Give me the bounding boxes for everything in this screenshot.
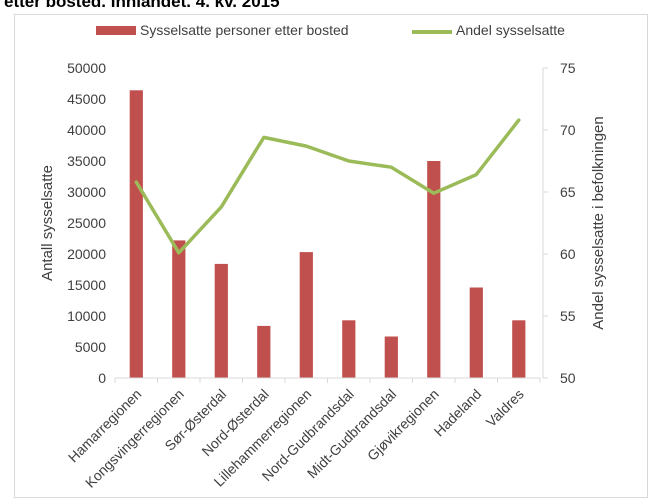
bar-sør-østerdal — [214, 263, 228, 378]
bar-valdres — [512, 320, 526, 378]
y2-tick-label: 50 — [560, 370, 576, 386]
bar-hamarregionen — [129, 90, 143, 379]
bar-series — [129, 90, 526, 379]
y-axis-title: Antall sysselsatte — [39, 165, 56, 281]
y-tick-label: 20000 — [67, 246, 106, 262]
y-tick-label: 5000 — [75, 339, 106, 355]
bar-kongsvingerregionen — [172, 240, 186, 378]
bar-lillehammerregionen — [299, 252, 313, 378]
y-tick-label: 15000 — [67, 277, 106, 293]
y-tick-label: 30000 — [67, 184, 106, 200]
x-tick-label: Valdres — [483, 386, 527, 430]
bar-hadeland — [469, 287, 483, 378]
bar-nord-østerdal — [257, 325, 271, 378]
chart-frame — [14, 14, 648, 498]
legend-label-bars: Sysselsatte personer etter bosted — [140, 22, 349, 38]
y2-axis-title: Andel sysselsatte i befolkningen — [590, 116, 607, 329]
legend: Sysselsatte personer etter bosted Andel s… — [96, 22, 565, 38]
axes — [114, 67, 548, 383]
bar-nord-gudbrandsdal — [342, 320, 356, 378]
x-tick-label: Hamarregionen — [65, 386, 145, 466]
legend-swatch-bars — [96, 26, 136, 35]
bar-midt-gudbrandsdal — [384, 336, 398, 378]
y2-tick-label: 55 — [560, 308, 576, 324]
y-tick-label: 25000 — [67, 215, 106, 231]
y-tick-label: 40000 — [67, 122, 106, 138]
y-tick-label: 0 — [98, 370, 106, 386]
bar-gjøvikregionen — [427, 161, 441, 378]
line-series — [134, 118, 521, 255]
legend-label-line: Andel sysselsatte — [456, 22, 565, 38]
y2-tick-label: 70 — [560, 122, 576, 138]
axis-labels: 0 5000 10000 15000 20000 25000 30000 35000 40000… — [39, 60, 607, 491]
y2-tick-label: 75 — [560, 60, 576, 76]
y-tick-label: 35000 — [67, 153, 106, 169]
y-tick-label: 10000 — [67, 308, 106, 324]
y-tick-label: 45000 — [67, 91, 106, 107]
y2-tick-label: 65 — [560, 184, 576, 200]
y2-tick-label: 60 — [560, 246, 576, 262]
page-title: etter bosted. Innlandet. 4. kv. 2015 — [4, 0, 280, 11]
x-tick-label: Hadeland — [431, 386, 485, 440]
line-andel-sysselsatte — [134, 118, 521, 255]
y-tick-label: 50000 — [67, 60, 106, 76]
